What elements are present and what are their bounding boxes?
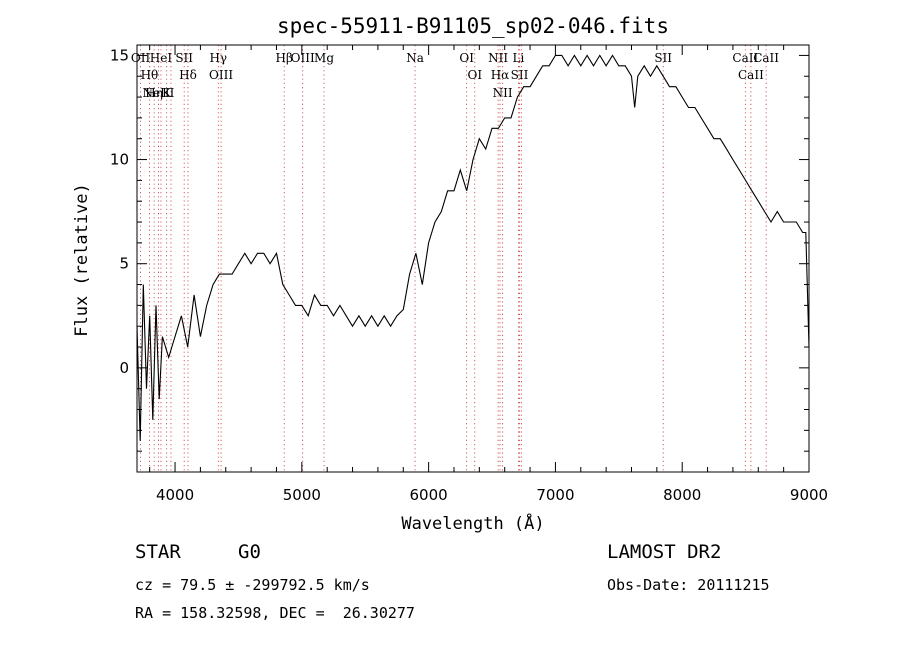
y-axis-title: Flux (relative): [72, 183, 92, 337]
spectral-line-label: Hβ: [276, 51, 293, 65]
x-tick-label: 5000: [283, 486, 321, 504]
axis-ticks: 4000 5000 6000 7000 8000 9000 0 5 10 15: [110, 45, 828, 504]
spectral-line-markers: [140, 45, 767, 472]
spectral-line-label: K: [162, 86, 172, 100]
spectral-line-label: NII: [488, 51, 508, 65]
y-tick-label: 5: [119, 255, 129, 273]
spectrum-series-line: [136, 54, 810, 441]
spectral-line-label: Hθ: [141, 68, 159, 82]
spectral-line-label: OIII: [291, 51, 315, 65]
spectral-line-label: SII: [654, 51, 672, 65]
spectral-line-label: OI: [459, 51, 474, 65]
object-subclass: G0: [238, 541, 261, 563]
spectral-line-label: Hγ: [209, 51, 227, 65]
y-tick-label: 10: [110, 151, 129, 169]
spectral-line-label: NII: [493, 86, 513, 100]
spectral-line-label: Hα: [491, 68, 510, 82]
spectral-line-label: Hδ: [179, 68, 197, 82]
y-tick-label: 0: [119, 359, 129, 377]
spectral-line-label: OIII: [209, 68, 233, 82]
redshift-line: cz = 79.5 ± -299792.5 km/s: [135, 576, 370, 594]
x-tick-label: 7000: [536, 486, 574, 504]
y-tick-label: 15: [110, 46, 129, 64]
x-tick-label: 8000: [663, 486, 701, 504]
chart-title: spec-55911-B91105_sp02-046.fits: [277, 14, 669, 38]
spectral-line-label: CaII: [732, 51, 758, 65]
plot-frame: [136, 44, 810, 473]
x-tick-label: 4000: [156, 486, 194, 504]
x-tick-label: 9000: [790, 486, 828, 504]
spectral-line-label: Na: [406, 51, 424, 65]
observation-date: Obs-Date: 20111215: [607, 576, 770, 594]
x-tick-label: 6000: [410, 486, 448, 504]
coordinates-line: RA = 158.32598, DEC = 26.30277: [135, 604, 415, 622]
spectral-line-label: NeIII: [143, 86, 175, 100]
spectral-line-label: OII: [131, 51, 151, 65]
survey-name: LAMOST DR2: [607, 541, 722, 563]
object-class: STAR: [135, 541, 181, 563]
spectral-line-label: HeI: [150, 51, 173, 65]
spectral-line-label: SII: [511, 68, 529, 82]
spectral-line-label: Mg: [314, 51, 334, 65]
spectral-line-label: Hη: [145, 86, 163, 100]
spectral-line-label: SII: [175, 51, 193, 65]
spectral-line-label: Li: [512, 51, 524, 65]
spectral-line-label: OI: [467, 68, 482, 82]
x-axis-title: Wavelength (Å): [401, 512, 544, 534]
spectral-line-label: CaII: [738, 68, 764, 82]
spectral-line-label: CaII: [753, 51, 779, 65]
